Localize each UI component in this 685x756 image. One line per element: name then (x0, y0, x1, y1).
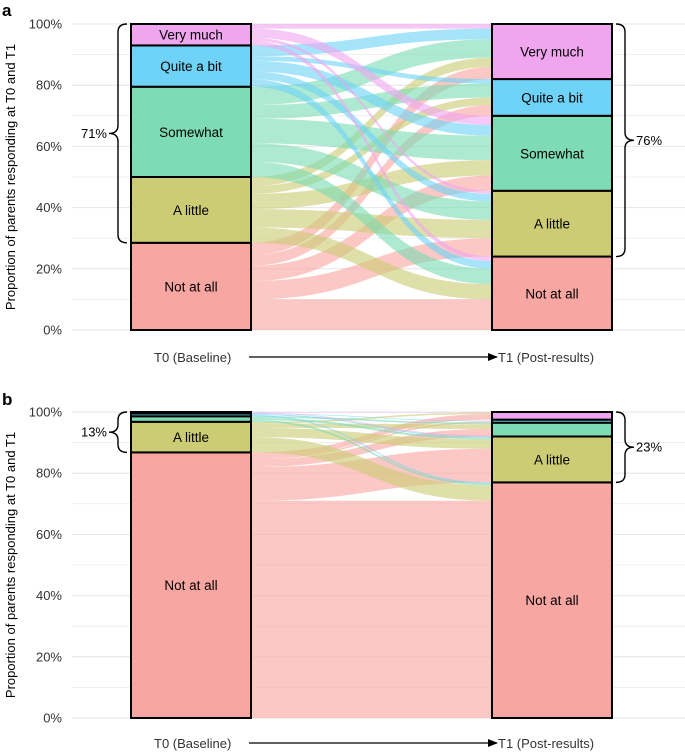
y-tick-label: 0% (43, 711, 62, 726)
t0-stratum-not-at-all (130, 451, 252, 719)
flow-quite-a-bit-to-not-at-all (251, 79, 492, 269)
t0-label-somewhat: Somewhat (159, 125, 223, 140)
t1-stratum-somewhat (491, 421, 613, 438)
y-tick-label: 0% (43, 323, 62, 338)
bracket-t0 (108, 23, 128, 244)
flow-somewhat-to-somewhat (251, 416, 492, 425)
t0-label-not-at-all: Not at all (164, 578, 217, 593)
timepoint-end-label: T1 (Post-results) (498, 350, 594, 365)
flow-very-much-to-not-at-all (251, 40, 492, 262)
t1-label-a-little: A little (534, 217, 570, 232)
y-tick-label: 100% (29, 17, 63, 32)
bracket-t1 (615, 411, 635, 484)
y-tick-label: 100% (29, 405, 63, 420)
t0-label-a-little: A little (173, 430, 209, 445)
t0-stratum-not-at-all (130, 241, 252, 331)
y-axis-title: Proportion of parents responding at T0 a… (3, 432, 18, 698)
panel-letter: b (2, 390, 12, 409)
panel-b: b 0% 20% 40% 60% 80% 100% Proportion of parents… (2, 390, 685, 751)
flow-not-at-all-to-very-much (251, 66, 492, 256)
t1-label-a-little: A little (534, 452, 570, 467)
flow-quite-a-bit-to-a-little (251, 414, 492, 438)
bracket-t0-label: 71% (81, 126, 107, 141)
t0-stratum-a-little (130, 420, 252, 454)
y-tick-label: 20% (36, 261, 62, 276)
flow-quite-a-bit-to-quite-a-bit (251, 413, 492, 422)
flow-quite-a-bit-to-very-much (251, 28, 492, 57)
timepoint-start-label: T0 (Baseline) (154, 736, 231, 751)
t0-label-a-little: A little (173, 203, 209, 218)
t0-stratum-very-much (130, 411, 252, 415)
t1-label-very-much: Very much (520, 45, 584, 60)
t1-stratum-somewhat (491, 114, 613, 192)
timepoint-start-label: T0 (Baseline) (154, 350, 231, 365)
bracket-t1-label: 76% (636, 133, 662, 148)
flow-quite-a-bit-to-quite-a-bit (251, 56, 492, 84)
flow-quite-a-bit-to-not-at-all (251, 415, 492, 484)
flow-very-much-to-very-much (251, 412, 492, 413)
flows (251, 24, 492, 330)
panel-letter: a (2, 1, 12, 20)
t1-stratum-very-much (491, 411, 613, 421)
flow-very-much-to-a-little (251, 37, 492, 194)
y-axis-title: Proportion of parents responding at T0 a… (3, 44, 18, 310)
t0-stratum-very-much (130, 23, 252, 47)
t0-label-quite-a-bit: Quite a bit (160, 59, 222, 74)
y-tick-label: 80% (36, 78, 62, 93)
y-tick-label: 60% (36, 139, 62, 154)
t1-stratum-a-little (491, 189, 613, 258)
flow-a-little-to-very-much (251, 412, 492, 424)
flow-a-little-to-not-at-all (251, 227, 492, 300)
flow-somewhat-to-a-little (251, 143, 492, 220)
panel-a: a 0% 20% 40% 60% 80% 100% Proportion of parents… (2, 1, 685, 365)
flow-quite-a-bit-to-a-little (251, 71, 492, 202)
flow-somewhat-to-not-at-all (251, 419, 492, 486)
y-tick-label: 60% (36, 527, 62, 542)
flow-not-at-all-to-not-at-all (251, 299, 492, 330)
t0-label-not-at-all: Not at all (164, 279, 217, 294)
y-tick-label: 40% (36, 200, 62, 215)
bracket-t1-label: 23% (636, 440, 662, 455)
bracket-t1 (615, 23, 635, 258)
t1-stratum-not-at-all (491, 481, 613, 719)
t1-label-quite-a-bit: Quite a bit (521, 90, 583, 105)
flows (251, 412, 492, 718)
flow-somewhat-to-a-little (251, 417, 492, 440)
flow-very-much-to-very-much (251, 24, 492, 29)
t1-label-not-at-all: Not at all (525, 286, 578, 301)
y-tick-label: 80% (36, 466, 62, 481)
bracket-t0-label: 13% (81, 425, 107, 440)
flow-not-at-all-to-not-at-all (251, 500, 492, 718)
flow-very-much-to-somewhat (251, 28, 492, 125)
t1-stratum-not-at-all (491, 255, 613, 331)
timepoint-end-label: T1 (Post-results) (498, 736, 594, 751)
t1-stratum-very-much (491, 23, 613, 81)
t1-stratum-a-little (491, 435, 613, 484)
t1-label-somewhat: Somewhat (520, 146, 584, 161)
bracket-t0 (108, 411, 128, 454)
t1-stratum-quite-a-bit (491, 78, 613, 117)
t1-label-not-at-all: Not at all (525, 593, 578, 608)
flow-a-little-to-very-much (251, 57, 492, 187)
flow-very-much-to-a-little (251, 412, 492, 437)
y-tick-label: 40% (36, 588, 62, 603)
t0-label-very-much: Very much (159, 28, 223, 43)
y-tick-label: 20% (36, 649, 62, 664)
flow-a-little-to-a-little (251, 427, 492, 449)
flow-quite-a-bit-to-somewhat (251, 60, 492, 136)
flow-somewhat-to-not-at-all (251, 161, 492, 285)
flow-a-little-to-not-at-all (251, 437, 492, 501)
